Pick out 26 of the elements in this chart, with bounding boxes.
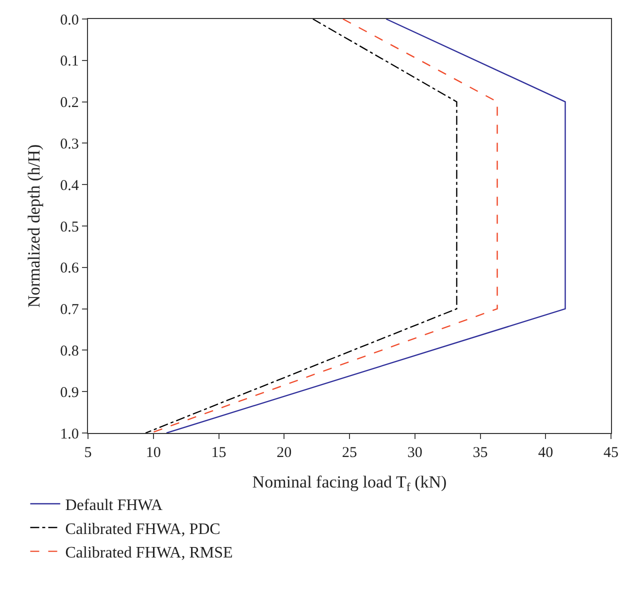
x-tick-label: 45 (604, 445, 618, 462)
x-axis-title: Nominal facing load T$_{f}$ (kN) (252, 472, 447, 494)
y-tick-label: 0.0 (60, 12, 79, 28)
x-tick-label: 35 (472, 445, 488, 462)
x-tick-label: 10 (146, 445, 161, 462)
y-tick-label: 0.1 (60, 54, 79, 70)
y-tick-label: 0.9 (60, 384, 79, 401)
x-tick-label: 30 (407, 445, 422, 462)
y-tick-label: 0.5 (60, 219, 79, 236)
y-tick-label: 0.6 (60, 260, 80, 277)
x-tick-label: 15 (211, 445, 226, 462)
x-tick-label: 40 (538, 445, 554, 462)
line-series (166, 19, 566, 433)
y-tick-label: 0.3 (60, 136, 79, 152)
y-tick-label: 0.2 (60, 95, 79, 112)
x-tick-label: 25 (342, 445, 357, 462)
x-tick-label: 20 (276, 445, 292, 462)
legend-label: Calibrated FHWA, PDC (65, 520, 220, 538)
x-tick-label: 5 (84, 445, 92, 462)
legend-label: Default FHWA (65, 496, 163, 514)
y-tick-label: 0.8 (60, 343, 79, 360)
y-tick-label: 0.7 (60, 302, 80, 318)
y-tick-label: 0.4 (60, 178, 80, 194)
y-tick-label: 1.0 (60, 426, 79, 442)
legend-label: Calibrated FHWA, RMSE (65, 544, 233, 562)
y-axis-title: Normalized depth (h/H) (24, 144, 44, 308)
